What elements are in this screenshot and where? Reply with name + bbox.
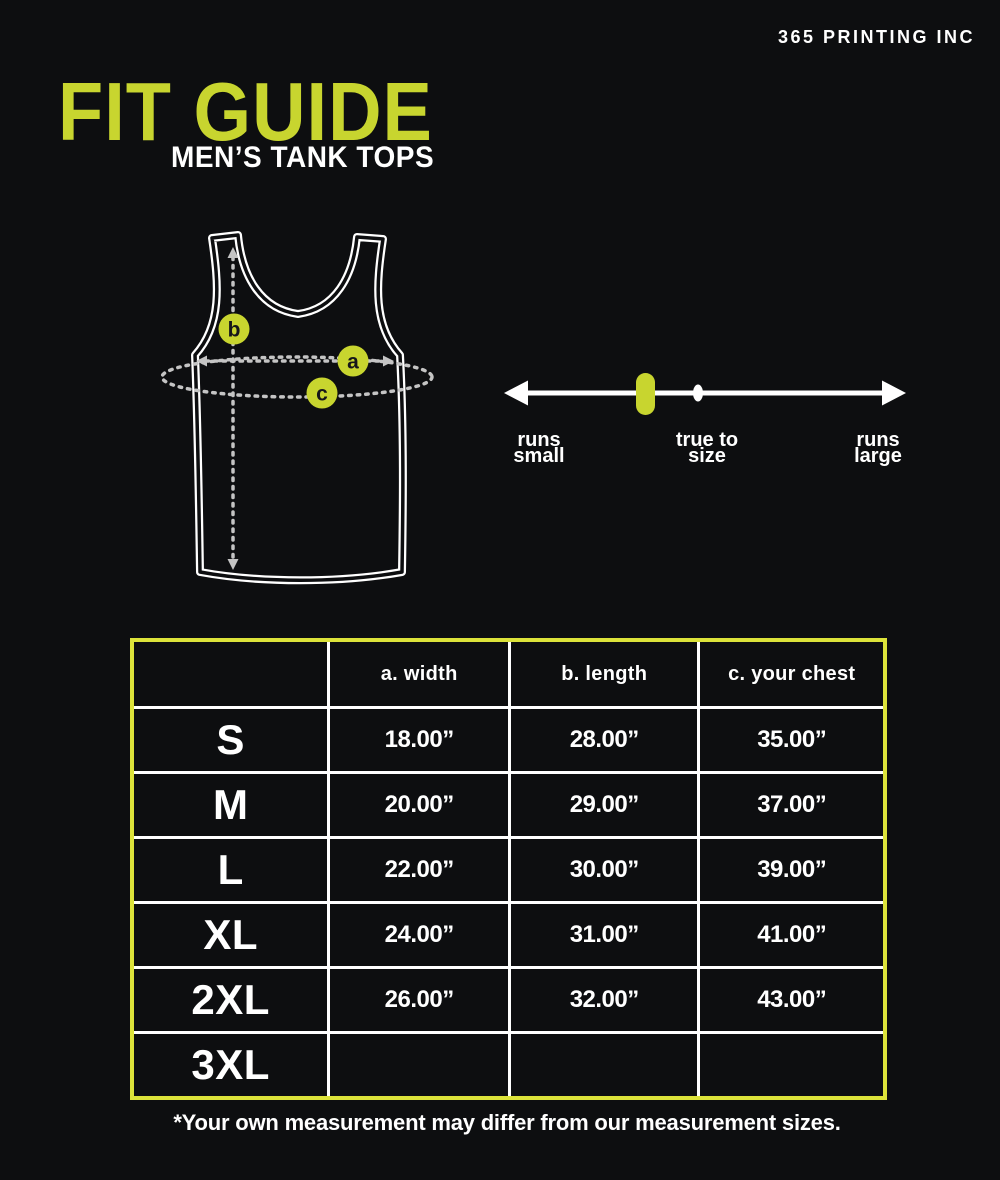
column-header-width: a. width — [330, 642, 508, 706]
marker-b-letter: b — [228, 319, 241, 342]
chest-cell: 37.00” — [700, 774, 883, 836]
size-cell: L — [134, 839, 328, 901]
length-cell: 32.00” — [510, 969, 698, 1031]
label-line: small — [513, 445, 565, 467]
marker-c: c — [306, 377, 338, 409]
column-header-chest: c. your chest — [700, 642, 883, 706]
length-cell — [510, 1034, 698, 1096]
fit-scale-svg — [504, 373, 906, 415]
size-cell: XL — [134, 904, 328, 966]
length-cell: 30.00” — [510, 839, 698, 901]
label-line: true to — [675, 429, 739, 451]
chest-cell: 39.00” — [700, 839, 883, 901]
width-cell: 26.00” — [330, 969, 508, 1031]
width-cell — [330, 1034, 508, 1096]
fit-scale-label-runs-large: runs large — [854, 429, 902, 467]
tank-diagram: b a c — [160, 225, 460, 585]
length-cell: 29.00” — [510, 774, 698, 836]
chest-cell: 41.00” — [700, 904, 883, 966]
page-subtitle: MEN’S TANK TOPS — [171, 141, 435, 174]
width-arrow-right — [383, 355, 394, 367]
width-cell: 20.00” — [330, 774, 508, 836]
width-cell: 24.00” — [330, 904, 508, 966]
size-table: a. width b. length c. your chest S 18.00… — [130, 638, 887, 1100]
tank-outline — [191, 231, 407, 585]
true-to-size-dot — [693, 384, 703, 402]
length-cell: 31.00” — [510, 904, 698, 966]
fit-scale-arrow-left — [504, 380, 528, 406]
size-cell: 2XL — [134, 969, 328, 1031]
fit-scale-arrow-right — [882, 380, 906, 406]
size-cell: 3XL — [134, 1034, 328, 1096]
size-cell: M — [134, 774, 328, 836]
footnote: *Your own measurement may differ from ou… — [173, 1110, 841, 1135]
width-cell: 18.00” — [330, 709, 508, 771]
width-arrow-left — [196, 355, 207, 367]
fit-scale-label-true-to-size: true to size — [675, 429, 739, 467]
chest-cell: 35.00” — [700, 709, 883, 771]
page-title: FIT GUIDE — [58, 65, 433, 159]
size-cell: S — [134, 709, 328, 771]
length-arrow-top — [227, 247, 239, 258]
marker-a-letter: a — [347, 351, 359, 374]
fit-scale — [500, 368, 910, 420]
width-cell: 22.00” — [330, 839, 508, 901]
fit-scale-label-runs-small: runs small — [513, 429, 565, 467]
fit-scale-marker — [636, 373, 655, 415]
label-line: large — [854, 445, 902, 467]
marker-c-letter: c — [316, 383, 328, 406]
length-cell: 28.00” — [510, 709, 698, 771]
length-arrow-bottom — [227, 559, 239, 570]
chest-measure-ellipse-c — [160, 355, 434, 399]
marker-b: b — [218, 313, 250, 345]
label-line: runs — [517, 429, 561, 451]
tank-diagram-svg: b a c — [160, 231, 434, 585]
label-line: size — [688, 445, 726, 467]
label-line: runs — [856, 429, 900, 451]
tank-outline-inner — [193, 233, 405, 582]
brand-text: 365 PRINTING INC — [777, 27, 975, 47]
chest-cell: 43.00” — [700, 969, 883, 1031]
chest-cell — [700, 1034, 883, 1096]
marker-a: a — [337, 345, 369, 377]
column-header-length: b. length — [510, 642, 698, 706]
column-header-size — [134, 642, 328, 706]
